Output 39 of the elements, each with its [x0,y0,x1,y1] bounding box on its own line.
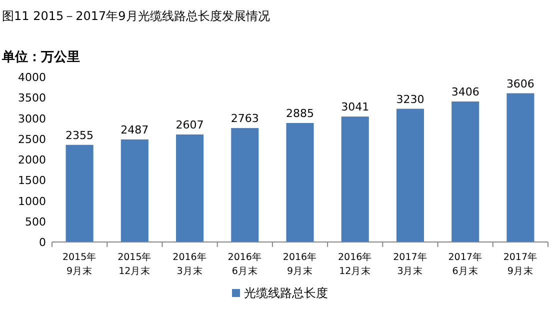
data-label: 2885 [286,106,314,120]
y-tick-label: 2500 [18,132,46,146]
bar [452,102,480,242]
bar [341,116,369,242]
x-tick-label: 2017年 3月末 [393,251,428,277]
x-tick-label: 2016年 9月末 [282,251,318,277]
x-tick-label: 2016年 3月末 [172,251,207,277]
bar [120,139,148,242]
y-tick-label: 500 [25,215,46,228]
y-tick-label: 1500 [18,174,46,188]
bar [66,144,94,242]
data-label: 2355 [66,128,94,142]
data-label: 2763 [230,112,259,126]
y-tick-label: 0 [39,236,46,249]
data-label: 3606 [506,77,534,90]
data-label: 3041 [341,100,370,114]
y-tick-label: 2000 [18,154,46,166]
x-tick-label: 2015年 12月末 [118,251,152,277]
data-label: 3230 [396,92,424,106]
chart-title: 图11 2015－2017年9月光缆线路总长度发展情况 [2,9,270,23]
legend-label: 光缆线路总长度 [244,286,328,300]
x-tick-label: 2015年 9月末 [62,251,97,277]
y-tick-label: 1000 [18,194,46,208]
bar [506,93,534,242]
bar [396,108,424,242]
bar [286,122,314,242]
y-tick-label: 4000 [18,71,46,84]
y-tick-label: 3000 [18,112,46,126]
x-tick-label: 2016年 12月末 [338,251,372,277]
y-tick-label: 3500 [18,92,46,105]
bar [176,134,204,242]
data-label: 3406 [451,86,480,99]
y-axis-title: 单位：万公里 [1,49,80,65]
bar [231,128,259,242]
data-label: 2487 [120,123,149,136]
x-tick-label: 2017年 6月末 [448,251,482,277]
x-tick-label: 2016年 6月末 [228,251,262,277]
data-label: 2607 [176,118,204,132]
x-tick-label: 2017年 9月末 [503,251,538,277]
